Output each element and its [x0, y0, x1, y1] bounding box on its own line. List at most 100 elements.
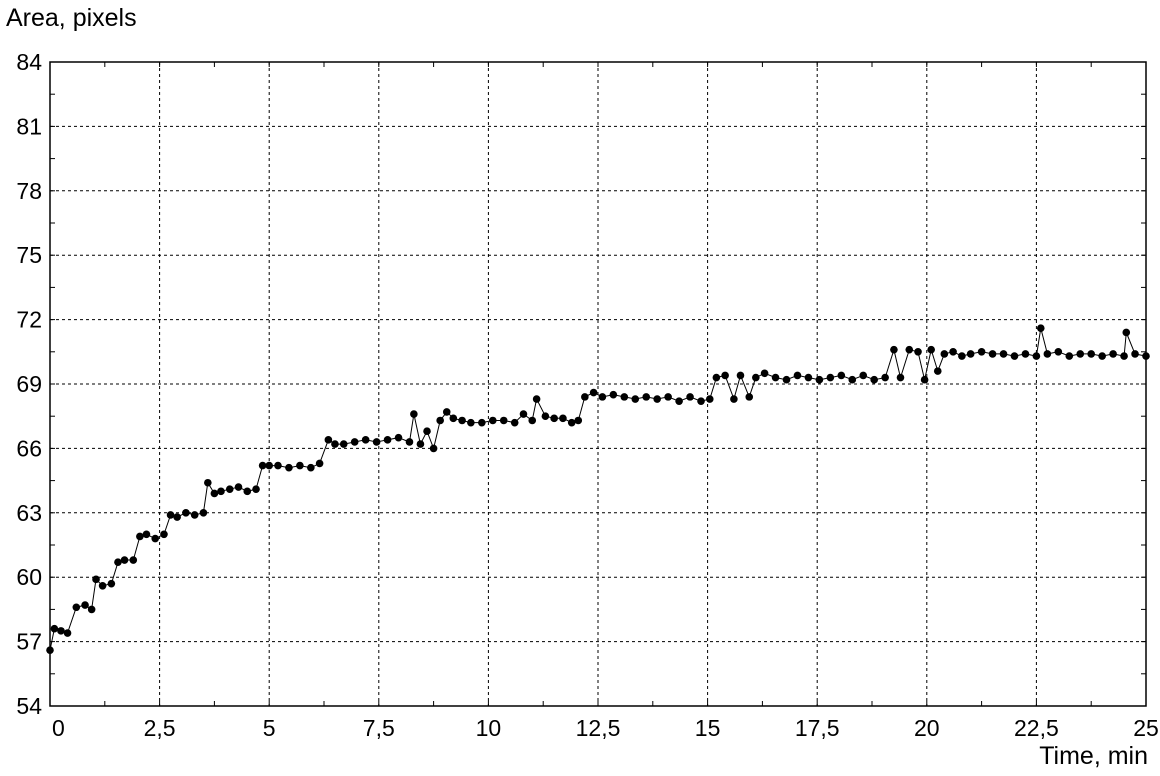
data-point — [99, 582, 107, 590]
data-point — [136, 533, 144, 541]
data-point — [450, 415, 458, 423]
data-point — [870, 376, 878, 384]
data-point — [550, 415, 558, 423]
data-point — [252, 485, 260, 493]
data-point — [921, 376, 929, 384]
data-point — [285, 464, 293, 472]
data-point — [235, 483, 243, 491]
data-point — [410, 410, 418, 418]
data-point — [81, 601, 89, 609]
data-point — [384, 436, 392, 444]
data-point — [511, 419, 519, 427]
data-point — [436, 417, 444, 425]
data-point — [458, 417, 466, 425]
data-point — [243, 488, 251, 496]
data-point — [745, 393, 753, 401]
data-point — [417, 440, 425, 448]
x-tick-label: 2,5 — [144, 715, 176, 741]
data-point — [331, 440, 339, 448]
data-point — [1131, 350, 1139, 358]
data-point — [211, 490, 219, 498]
data-point — [958, 352, 966, 360]
data-point — [737, 372, 745, 380]
data-point — [752, 374, 760, 382]
y-tick-label: 78 — [16, 178, 42, 204]
data-point — [794, 372, 802, 380]
data-point — [927, 346, 935, 354]
y-tick-label: 72 — [16, 307, 42, 333]
data-point — [1000, 350, 1008, 358]
data-point — [914, 348, 922, 356]
data-point — [890, 346, 898, 354]
data-point — [1022, 350, 1030, 358]
data-point — [129, 556, 137, 564]
data-point — [721, 372, 729, 380]
data-point — [274, 462, 282, 470]
data-point — [574, 417, 582, 425]
x-tick-label: 17,5 — [795, 715, 840, 741]
data-point — [1076, 350, 1084, 358]
data-point — [1120, 352, 1128, 360]
data-point — [1109, 350, 1117, 358]
x-tick-label: 5 — [263, 715, 276, 741]
data-point — [542, 412, 550, 420]
data-point — [934, 367, 942, 375]
data-point — [1098, 352, 1106, 360]
data-point — [897, 374, 905, 382]
data-point — [989, 350, 997, 358]
data-point — [805, 374, 813, 382]
data-point — [610, 391, 618, 399]
data-point — [73, 603, 81, 611]
data-point — [675, 397, 683, 405]
data-point — [443, 408, 451, 416]
data-point — [1055, 348, 1063, 356]
data-point — [653, 395, 661, 403]
y-tick-label: 81 — [16, 113, 42, 139]
y-tick-label: 69 — [16, 371, 42, 397]
data-point — [340, 440, 348, 448]
grid — [50, 62, 1146, 706]
data-point — [259, 462, 267, 470]
x-tick-label: 15 — [695, 715, 721, 741]
data-point — [500, 417, 508, 425]
data-point — [316, 460, 324, 468]
data-point — [64, 629, 72, 637]
data-point — [1087, 350, 1095, 358]
x-tick-label: 22,5 — [1014, 715, 1059, 741]
data-point — [590, 389, 598, 397]
data-point — [160, 530, 168, 538]
data-point — [686, 393, 694, 401]
x-tick-label: 10 — [476, 715, 502, 741]
data-point — [783, 376, 791, 384]
data-point — [697, 397, 705, 405]
data-point — [838, 372, 846, 380]
x-tick-label: 7,5 — [363, 715, 395, 741]
data-point — [423, 427, 431, 435]
data-point — [362, 436, 370, 444]
data-point — [182, 509, 190, 517]
x-tick-label: 25 — [1133, 715, 1159, 741]
data-point — [167, 511, 175, 519]
y-tick-label: 63 — [16, 500, 42, 526]
data-point — [621, 393, 629, 401]
data-point — [816, 376, 824, 384]
data-point — [296, 462, 304, 470]
data-point — [226, 485, 234, 493]
data-point — [351, 438, 359, 446]
data-point — [967, 350, 975, 358]
data-point — [520, 410, 528, 418]
data-point — [204, 479, 212, 487]
data-point — [151, 535, 159, 543]
data-point — [827, 374, 835, 382]
data-point — [905, 346, 913, 354]
data-point — [51, 625, 59, 633]
data-point — [143, 530, 151, 538]
data-point — [559, 415, 567, 423]
data-point — [108, 580, 116, 588]
data-point — [1044, 350, 1052, 358]
data-point — [114, 558, 122, 566]
data-point — [941, 350, 949, 358]
data-point — [191, 511, 199, 519]
x-tick-label: 20 — [914, 715, 940, 741]
